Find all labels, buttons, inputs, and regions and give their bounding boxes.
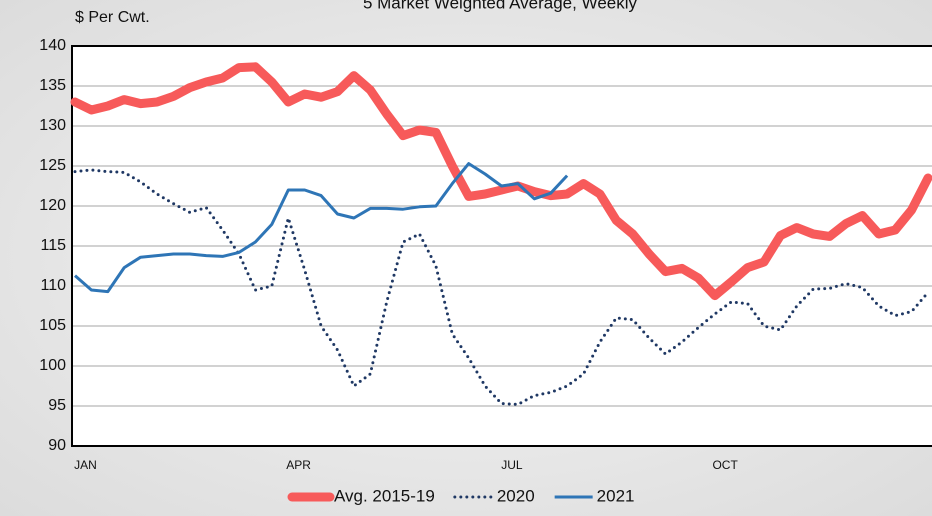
y-axis-label: $ Per Cwt. <box>75 9 150 26</box>
y-tick-label: 125 <box>39 157 66 174</box>
y-tick-label: 105 <box>39 317 66 334</box>
y-tick-label: 90 <box>48 437 66 454</box>
series-line <box>73 168 930 406</box>
x-tick-label: OCT <box>712 458 738 472</box>
plot-border <box>71 45 932 447</box>
x-tick-label: APR <box>286 458 311 472</box>
y-tick-label: 130 <box>39 117 66 134</box>
x-tick-label: JUL <box>501 458 523 472</box>
series-line <box>74 162 569 294</box>
y-tick-label: 140 <box>39 37 66 54</box>
y-tick-label: 100 <box>39 357 66 374</box>
y-tick-label: 135 <box>39 77 66 94</box>
y-tick-label: 110 <box>40 277 66 294</box>
y-tick-label: 120 <box>39 197 66 214</box>
chart-title: 5 Market Weighted Average, Weekly <box>363 0 638 12</box>
y-tick-label: 95 <box>48 397 66 414</box>
legend-label: Avg. 2015-19 <box>334 486 435 505</box>
x-tick-label: JAN <box>74 458 97 472</box>
legend-label: 2021 <box>597 486 635 505</box>
series-line <box>70 62 932 301</box>
legend-label: 2020 <box>497 486 535 505</box>
y-tick-label: 115 <box>40 237 66 254</box>
